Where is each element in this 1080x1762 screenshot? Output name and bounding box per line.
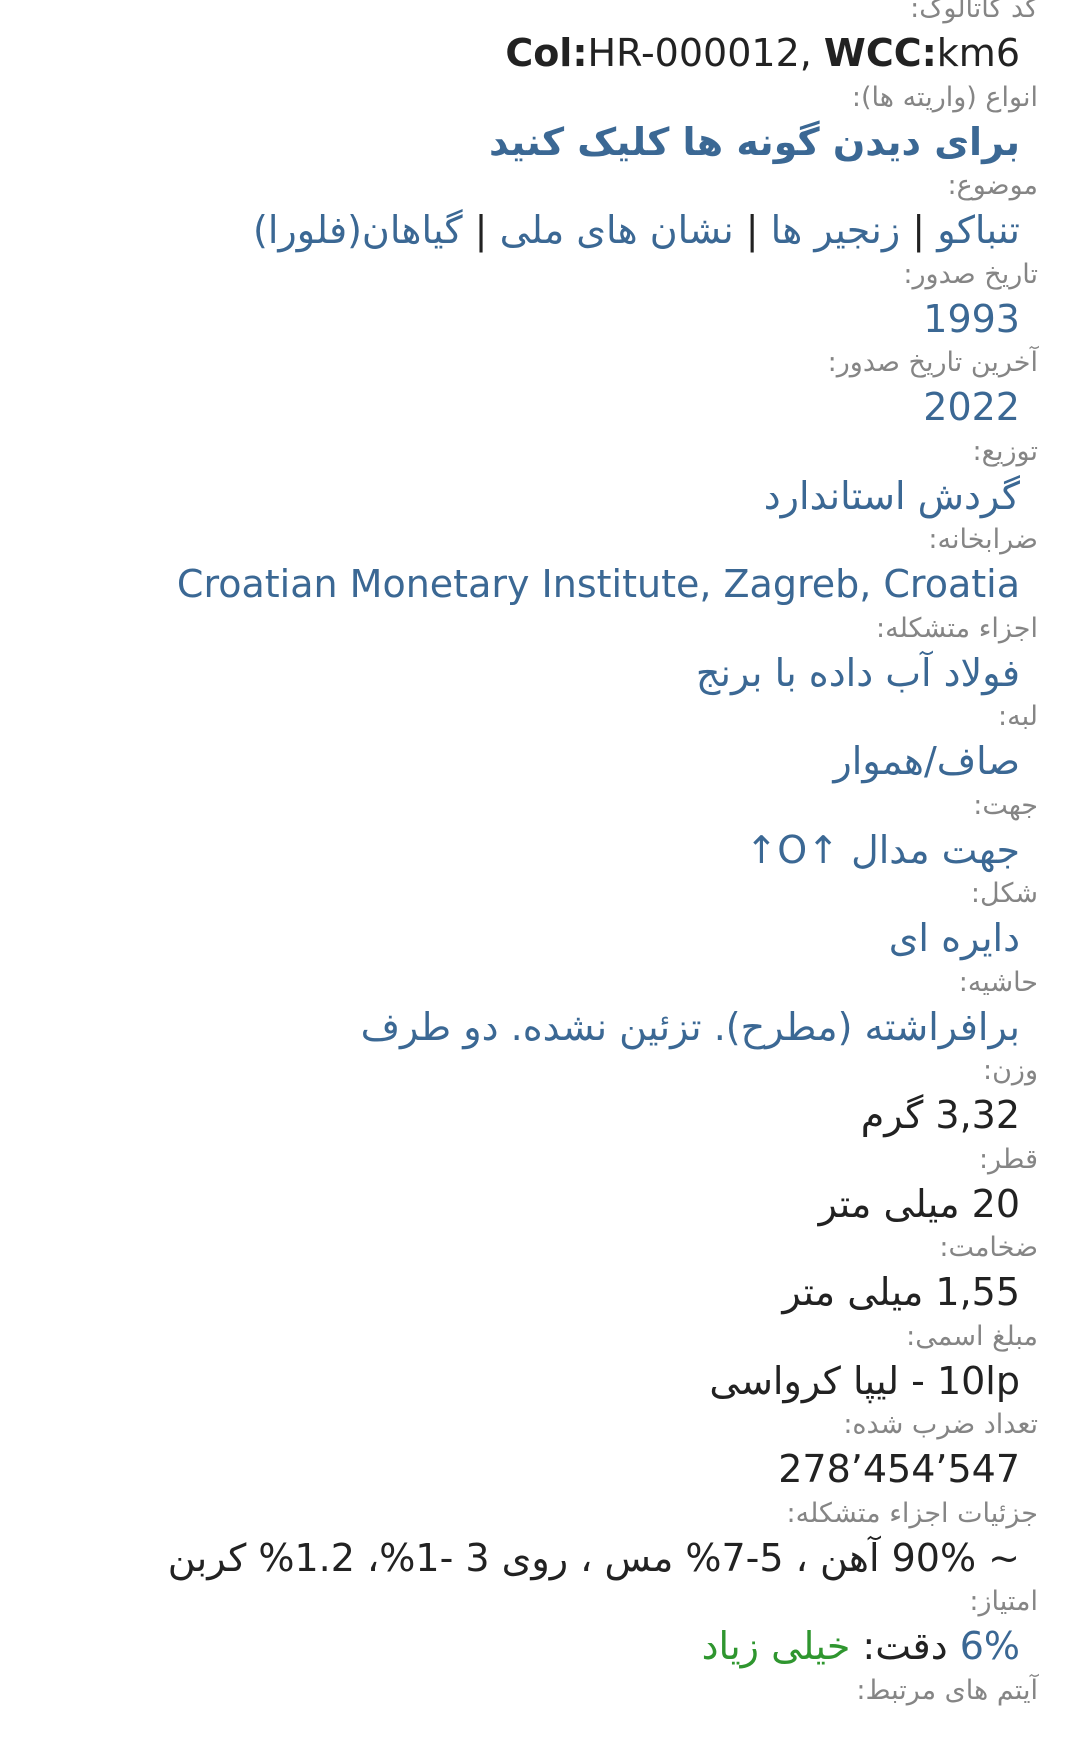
edge-row: لبه: صاف/هموار [0, 700, 1080, 789]
wcc-key: WCC: [824, 31, 937, 75]
mintage-value: 547’454’278 [0, 1442, 1080, 1496]
subject-link[interactable]: زنجیر ها [771, 208, 901, 252]
catalog-row: کد کاتالوگ: Col:HR-000012, WCC:km6 [0, 0, 1080, 81]
last-issue-date-label: آخرین تاریخ صدور: [0, 346, 1080, 380]
related-row: آیتم های مرتبط: [0, 1674, 1080, 1762]
distribution-row: توزیع: گردش استاندارد [0, 435, 1080, 524]
subject-row: موضوع: تنباکو | زنجیر ها | نشان های ملی … [0, 169, 1080, 258]
varieties-link[interactable]: برای دیدن گونه ها کلیک کنید [0, 115, 1080, 169]
distribution-link[interactable]: گردش استاندارد [0, 469, 1080, 523]
shape-row: شکل: دایره ای [0, 877, 1080, 966]
orientation-row: جهت: جهت مدال ↑O↑ [0, 789, 1080, 878]
last-issue-date-link[interactable]: 2022 [0, 380, 1080, 434]
related-label: آیتم های مرتبط: [0, 1674, 1080, 1708]
subject-label: موضوع: [0, 169, 1080, 203]
precision-value: خیلی زیاد [702, 1624, 851, 1668]
border-link[interactable]: برافراشته (مطرح). تزئین نشده. دو طرف [0, 1000, 1080, 1054]
separator: | [734, 208, 771, 252]
score-label: امتیاز: [0, 1585, 1080, 1619]
subject-link[interactable]: نشان های ملی [500, 208, 734, 252]
face-value-label: مبلغ اسمی: [0, 1320, 1080, 1354]
catalog-label: کد کاتالوگ: [0, 0, 1080, 26]
face-value-value: 10lp - لیپا کرواسی [0, 1354, 1080, 1408]
diameter-label: قطر: [0, 1143, 1080, 1177]
mintage-row: تعداد ضرب شده: 547’454’278 [0, 1408, 1080, 1497]
separator: | [900, 208, 937, 252]
issue-date-row: تاریخ صدور: 1993 [0, 258, 1080, 347]
diameter-row: قطر: 20 میلی متر [0, 1143, 1080, 1232]
mint-name[interactable]: Croatian Monetary Institute, Zagreb, Cro… [177, 557, 1020, 611]
weight-label: وزن: [0, 1054, 1080, 1088]
col-value: HR-000012, [588, 31, 824, 75]
issue-date-link[interactable]: 1993 [0, 292, 1080, 346]
score-row: امتیاز: 6% دقت: خیلی زیاد [0, 1585, 1080, 1674]
mint-link[interactable]: Croatian Monetary Institute, Zagreb, Cro… [0, 557, 1080, 611]
face-value-row: مبلغ اسمی: 10lp - لیپا کرواسی [0, 1320, 1080, 1409]
composition-label: اجزاء متشکله: [0, 612, 1080, 646]
thickness-row: ضخامت: 1,55 میلی متر [0, 1231, 1080, 1320]
orientation-link[interactable]: جهت مدال ↑O↑ [0, 823, 1080, 877]
composition-details-row: جزئیات اجزاء متشکله: ~ 90% آهن ، 5-7% مس… [0, 1497, 1080, 1586]
border-label: حاشیه: [0, 966, 1080, 1000]
issue-date-label: تاریخ صدور: [0, 258, 1080, 292]
shape-link[interactable]: دایره ای [0, 911, 1080, 965]
mint-label: ضرابخانه: [0, 523, 1080, 557]
border-row: حاشیه: برافراشته (مطرح). تزئین نشده. دو … [0, 966, 1080, 1055]
weight-row: وزن: 3,32 گرم [0, 1054, 1080, 1143]
mintage-label: تعداد ضرب شده: [0, 1408, 1080, 1442]
thickness-label: ضخامت: [0, 1231, 1080, 1265]
thickness-value: 1,55 میلی متر [0, 1265, 1080, 1319]
score-percent: 6% [960, 1624, 1020, 1668]
separator: | [463, 208, 500, 252]
catalog-value: Col:HR-000012, WCC:km6 [0, 26, 1080, 80]
mint-row: ضرابخانه: Croatian Monetary Institute, Z… [0, 523, 1080, 612]
last-issue-date-row: آخرین تاریخ صدور: 2022 [0, 346, 1080, 435]
orientation-label: جهت: [0, 789, 1080, 823]
weight-value: 3,32 گرم [0, 1088, 1080, 1142]
score-value: 6% دقت: خیلی زیاد [0, 1619, 1080, 1673]
col-key: Col: [505, 31, 587, 75]
composition-row: اجزاء متشکله: فولاد آب داده با برنج [0, 612, 1080, 701]
wcc-value: km6 [937, 31, 1020, 75]
varieties-label: انواع (واریته ها): [0, 81, 1080, 115]
subject-link[interactable]: تنباکو [937, 208, 1020, 252]
edge-link[interactable]: صاف/هموار [0, 734, 1080, 788]
composition-details-value: ~ 90% آهن ، 5-7% مس ، روی 3 -1%، 1.2% کر… [0, 1531, 1080, 1585]
precision-label: دقت: [850, 1624, 959, 1668]
edge-label: لبه: [0, 700, 1080, 734]
composition-details-label: جزئیات اجزاء متشکله: [0, 1497, 1080, 1531]
shape-label: شکل: [0, 877, 1080, 911]
diameter-value: 20 میلی متر [0, 1177, 1080, 1231]
subject-link[interactable]: گیاهان(فلورا) [253, 208, 463, 252]
varieties-row: انواع (واریته ها): برای دیدن گونه ها کلی… [0, 81, 1080, 170]
distribution-label: توزیع: [0, 435, 1080, 469]
composition-link[interactable]: فولاد آب داده با برنج [0, 646, 1080, 700]
subject-links: تنباکو | زنجیر ها | نشان های ملی | گیاها… [0, 203, 1080, 257]
